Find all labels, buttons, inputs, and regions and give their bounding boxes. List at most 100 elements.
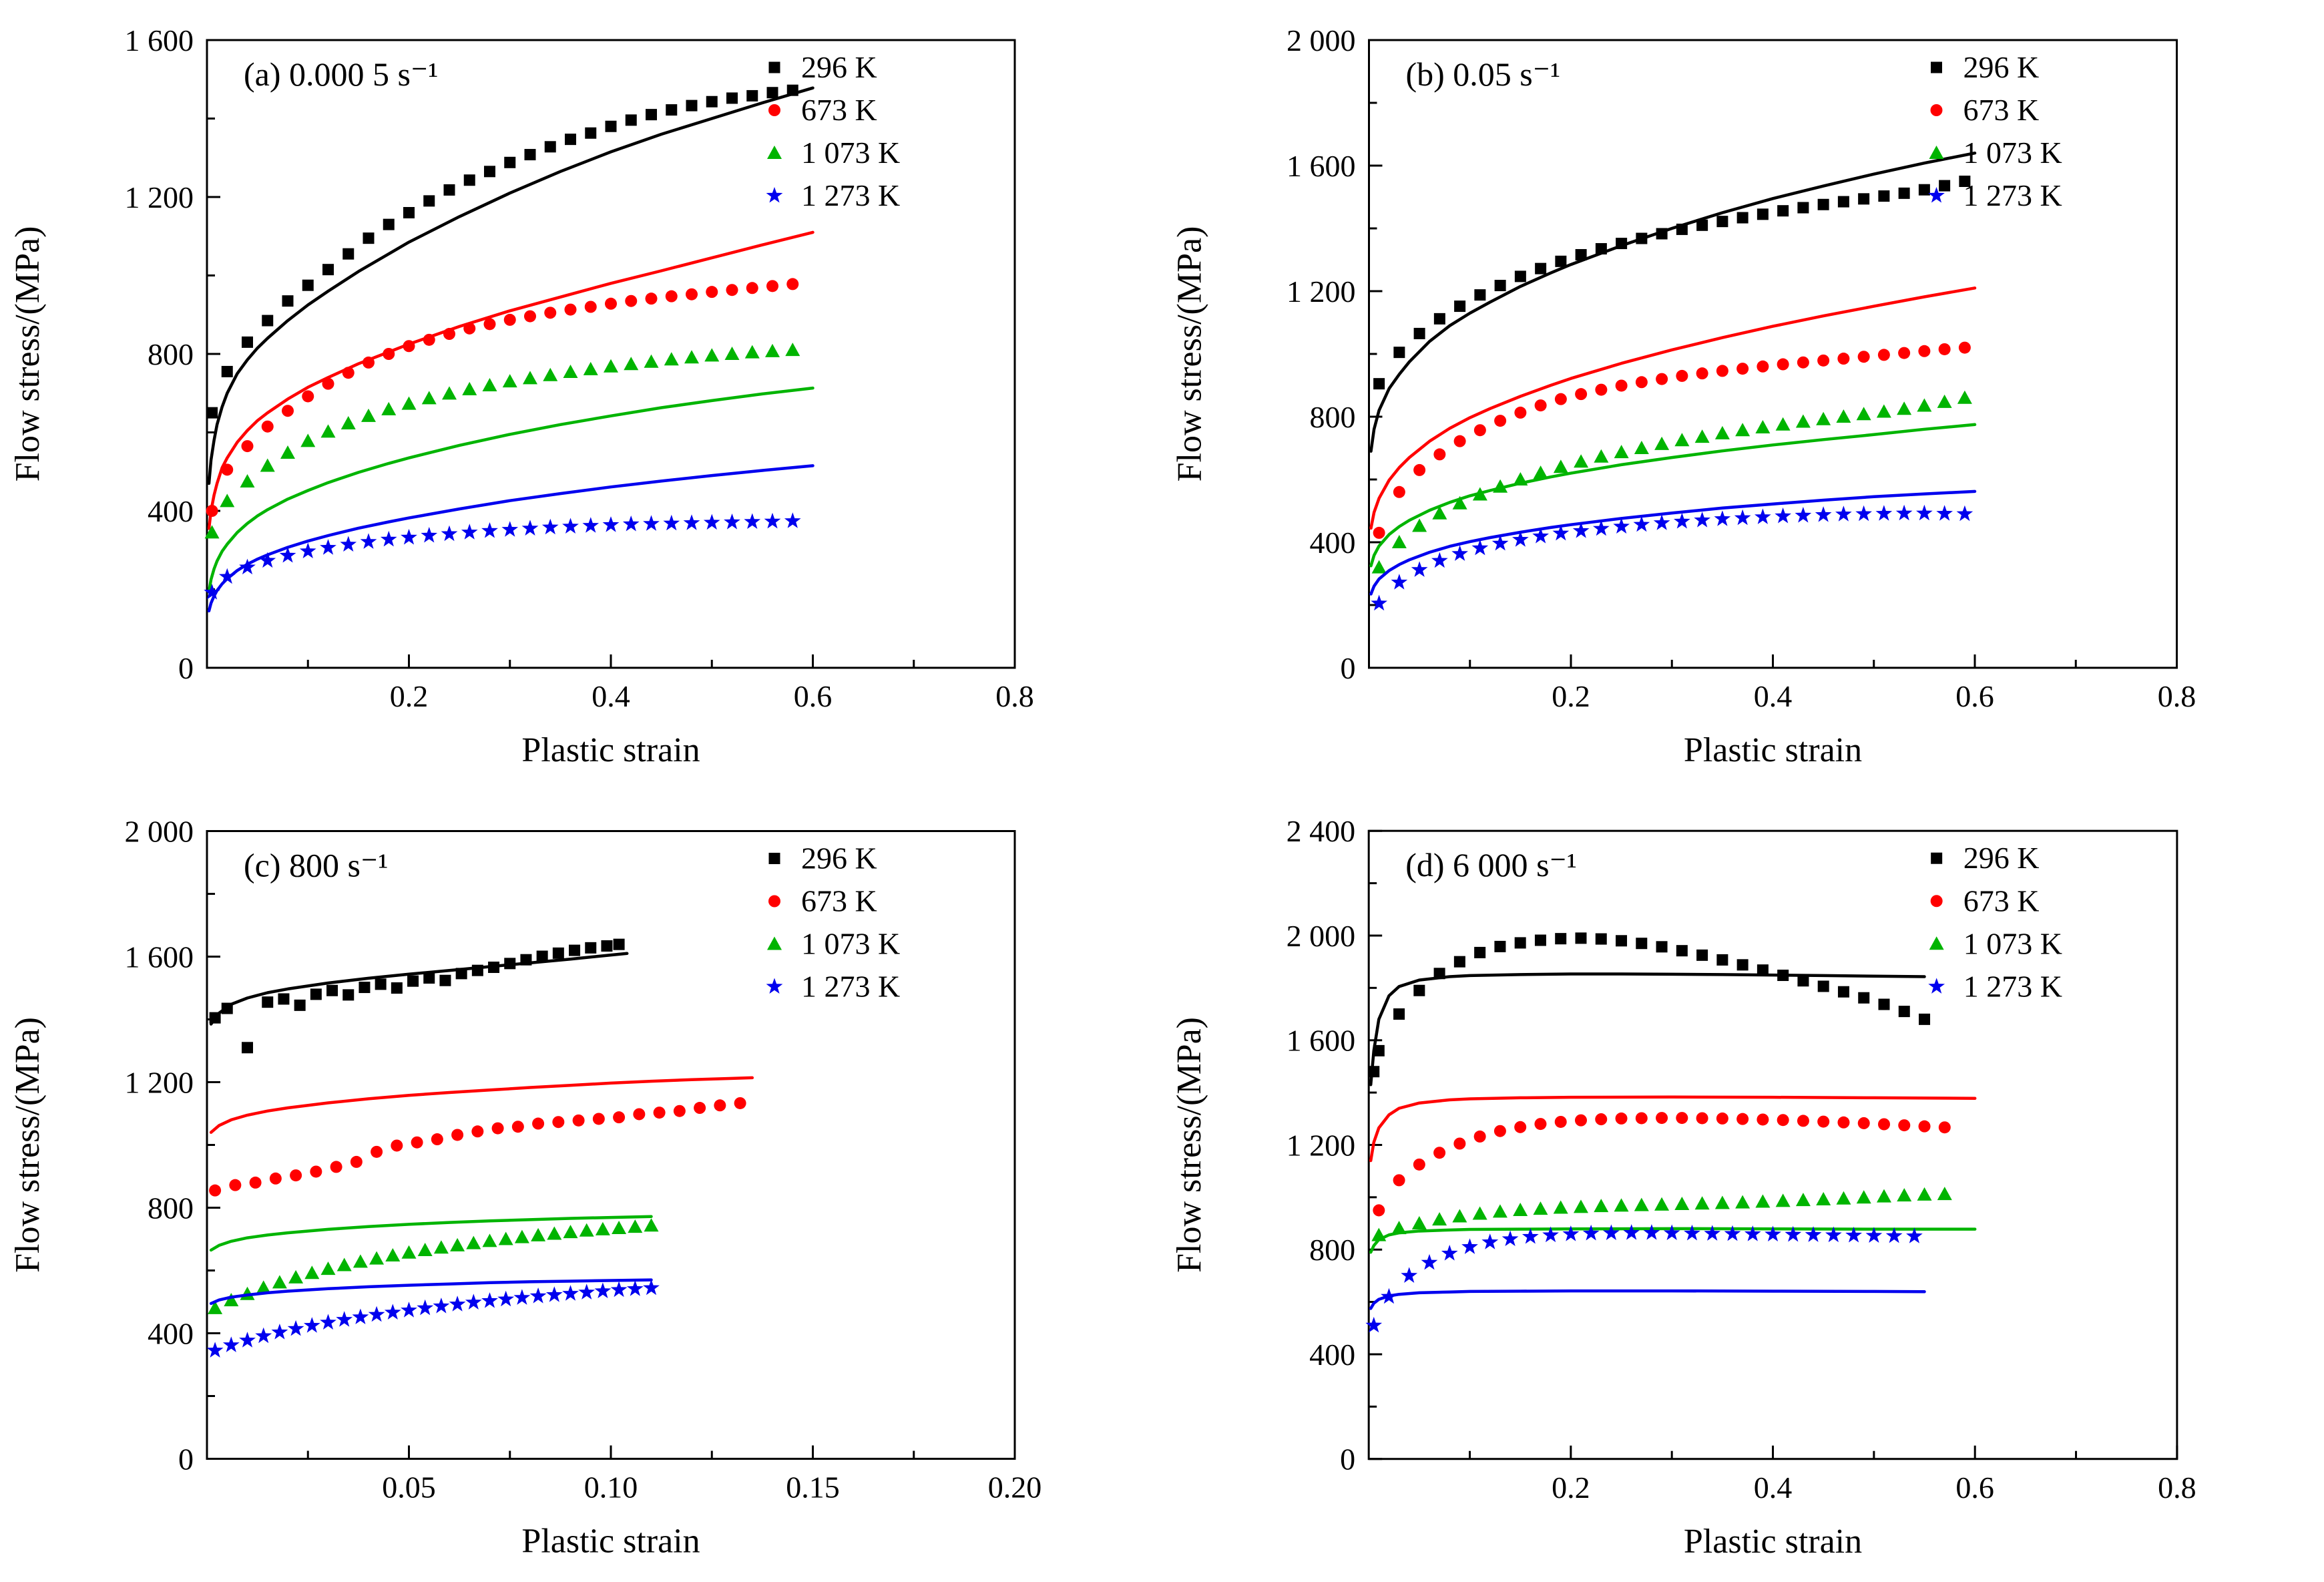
y-tick-label: 400 bbox=[148, 494, 194, 528]
y-axis-label: Flow stress/(MPa) bbox=[9, 226, 47, 482]
square-marker bbox=[1858, 193, 1870, 205]
axis-ticks bbox=[207, 39, 1016, 669]
circle-marker bbox=[1635, 1112, 1648, 1125]
triangle-marker bbox=[1897, 1188, 1912, 1202]
plot-box bbox=[1367, 829, 2178, 1460]
circle-marker bbox=[503, 313, 516, 326]
square-marker bbox=[1837, 986, 1849, 998]
plot-box bbox=[1368, 39, 2178, 669]
square-marker bbox=[1534, 934, 1546, 946]
circle-marker bbox=[673, 1105, 686, 1117]
x-axis-label: Plastic strain bbox=[521, 731, 700, 769]
square-marker bbox=[1575, 932, 1587, 944]
star-marker bbox=[1602, 1224, 1620, 1241]
triangle-marker bbox=[1929, 936, 1944, 950]
triangle-marker bbox=[612, 1221, 627, 1235]
triangle-marker bbox=[514, 1229, 529, 1243]
square-marker bbox=[342, 248, 355, 260]
circle-marker bbox=[1656, 373, 1668, 385]
circle-marker bbox=[463, 322, 476, 335]
triangle-marker bbox=[704, 348, 720, 362]
legend-label: 673 K bbox=[801, 884, 877, 918]
square-marker bbox=[363, 232, 375, 244]
square-marker bbox=[1676, 223, 1688, 235]
series-673-k-exp bbox=[206, 278, 799, 517]
triangle-marker bbox=[1391, 1221, 1407, 1235]
star-marker bbox=[401, 1302, 417, 1318]
circle-marker bbox=[471, 1125, 484, 1138]
star-marker bbox=[320, 1314, 336, 1330]
series-296-k-model bbox=[207, 86, 815, 485]
triangle-marker bbox=[595, 1221, 610, 1235]
star-marker bbox=[481, 1292, 498, 1308]
star-marker bbox=[1633, 516, 1650, 532]
axis-ticks bbox=[1369, 829, 2178, 1460]
x-tick-label: 0.4 bbox=[592, 679, 630, 713]
circle-marker bbox=[322, 377, 334, 390]
triangle-marker bbox=[1876, 1189, 1892, 1203]
star-marker bbox=[521, 520, 539, 536]
triangle-marker bbox=[1735, 1195, 1751, 1209]
triangle-marker bbox=[1694, 429, 1710, 443]
circle-marker bbox=[1534, 1118, 1547, 1131]
triangle-marker bbox=[1654, 436, 1670, 450]
star-marker bbox=[1684, 1224, 1700, 1241]
triangle-marker bbox=[1472, 1206, 1487, 1220]
circle-marker bbox=[1574, 1114, 1587, 1127]
triangle-marker bbox=[563, 365, 578, 379]
circle-marker bbox=[1413, 463, 1426, 476]
square-marker bbox=[1898, 187, 1910, 199]
circle-marker bbox=[1958, 341, 1971, 354]
triangle-marker bbox=[1856, 1190, 1871, 1204]
triangle-marker bbox=[502, 374, 517, 388]
square-marker bbox=[585, 942, 597, 954]
triangle-marker bbox=[260, 458, 275, 472]
triangle-marker bbox=[369, 1251, 385, 1265]
triangle-marker bbox=[450, 1237, 465, 1251]
legend-label: 1 073 K bbox=[1963, 926, 2062, 960]
star-marker bbox=[1875, 505, 1893, 521]
triangle-marker bbox=[1371, 560, 1387, 574]
circle-marker bbox=[768, 104, 780, 116]
square-marker bbox=[1514, 270, 1526, 282]
square-marker bbox=[1757, 208, 1769, 220]
circle-marker bbox=[1817, 354, 1830, 367]
x-tick-label: 0.05 bbox=[382, 1470, 436, 1505]
triangle-marker bbox=[482, 378, 497, 391]
circle-marker bbox=[706, 286, 718, 299]
panel-label: (a) 0.000 5 s⁻¹ bbox=[244, 55, 438, 93]
triangle-marker bbox=[1674, 1197, 1690, 1211]
panel-label: (b) 0.05 s⁻¹ bbox=[1406, 55, 1561, 93]
y-tick-label: 800 bbox=[1310, 400, 1356, 434]
star-marker bbox=[1734, 509, 1751, 526]
star-marker bbox=[1775, 508, 1791, 524]
star-marker bbox=[1643, 1224, 1660, 1240]
circle-marker bbox=[310, 1165, 322, 1178]
series-296-k-model bbox=[1369, 151, 1977, 453]
star-marker bbox=[449, 1296, 466, 1312]
triangle-marker bbox=[785, 343, 800, 357]
square-marker bbox=[1777, 970, 1789, 982]
star-marker bbox=[1936, 505, 1953, 521]
triangle-marker bbox=[1634, 441, 1649, 454]
circle-marker bbox=[1930, 104, 1943, 116]
series-1-073-k-exp bbox=[1371, 1187, 1952, 1241]
triangle-marker bbox=[644, 1218, 659, 1232]
star-marker bbox=[766, 187, 783, 203]
circle-marker bbox=[734, 1097, 746, 1109]
triangle-marker bbox=[1492, 1204, 1507, 1218]
circle-marker bbox=[342, 367, 355, 379]
circle-marker bbox=[290, 1169, 302, 1182]
triangle-marker bbox=[1755, 419, 1771, 433]
circle-marker bbox=[1595, 383, 1608, 396]
square-marker bbox=[1535, 262, 1547, 274]
triangle-marker bbox=[256, 1280, 271, 1294]
legend-label: 1 073 K bbox=[801, 136, 900, 170]
triangle-marker bbox=[433, 1240, 449, 1254]
series-673-k-exp bbox=[1373, 341, 1971, 539]
model-curve bbox=[1369, 286, 1977, 530]
star-marker bbox=[1895, 504, 1913, 521]
circle-marker bbox=[552, 1116, 565, 1129]
series-673-k-model bbox=[1369, 1095, 1977, 1163]
star-marker bbox=[1512, 531, 1529, 547]
